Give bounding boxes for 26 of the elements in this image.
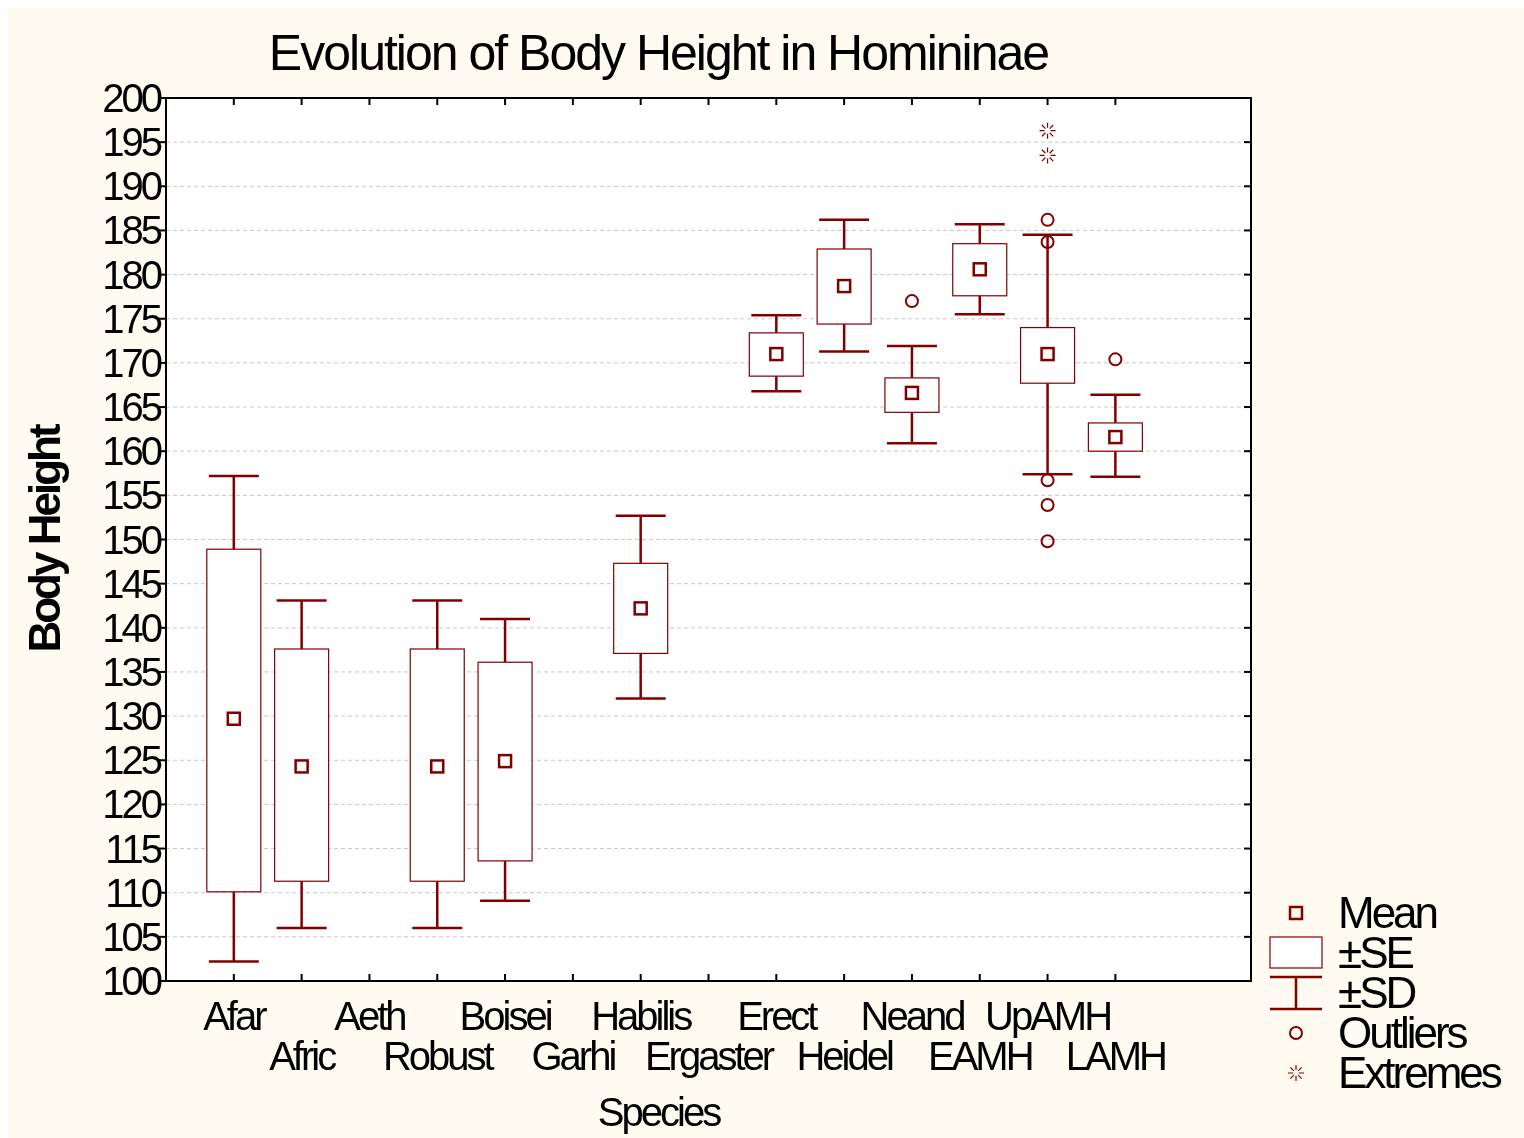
- y-tick-label: 125: [102, 738, 162, 783]
- y-tick-label: 170: [102, 340, 162, 385]
- y-tick-label: 180: [102, 252, 162, 297]
- y-tick-label: 130: [102, 694, 162, 739]
- y-tick-label: 115: [105, 826, 162, 871]
- y-tick-label: 165: [102, 385, 162, 430]
- y-tick-label: 110: [105, 870, 162, 915]
- y-tick-label: 195: [102, 120, 162, 165]
- y-tick-label: 175: [102, 296, 162, 341]
- y-tick-label: 190: [102, 164, 162, 209]
- y-tick-label: 105: [102, 914, 162, 959]
- x-axis-title: Species: [597, 1090, 722, 1134]
- chart-title: Evolution of Body Height in Homininae: [268, 25, 1049, 81]
- y-tick-label: 135: [102, 649, 162, 694]
- y-tick-label: 120: [102, 782, 162, 827]
- y-axis-title: Body Height: [20, 423, 69, 653]
- y-tick-label: 155: [102, 473, 162, 518]
- x-tick-label: Afar: [203, 994, 268, 1038]
- y-tick-label: 100: [102, 959, 162, 1003]
- x-tick-label: Afric: [269, 1034, 337, 1078]
- y-tick-label: 150: [102, 517, 162, 562]
- y-tick-label: 185: [102, 208, 162, 253]
- y-tick-label: 140: [102, 605, 162, 650]
- y-tick-label: 145: [102, 561, 162, 606]
- y-tick-label: 200: [102, 76, 162, 120]
- y-tick-label: 160: [102, 429, 162, 474]
